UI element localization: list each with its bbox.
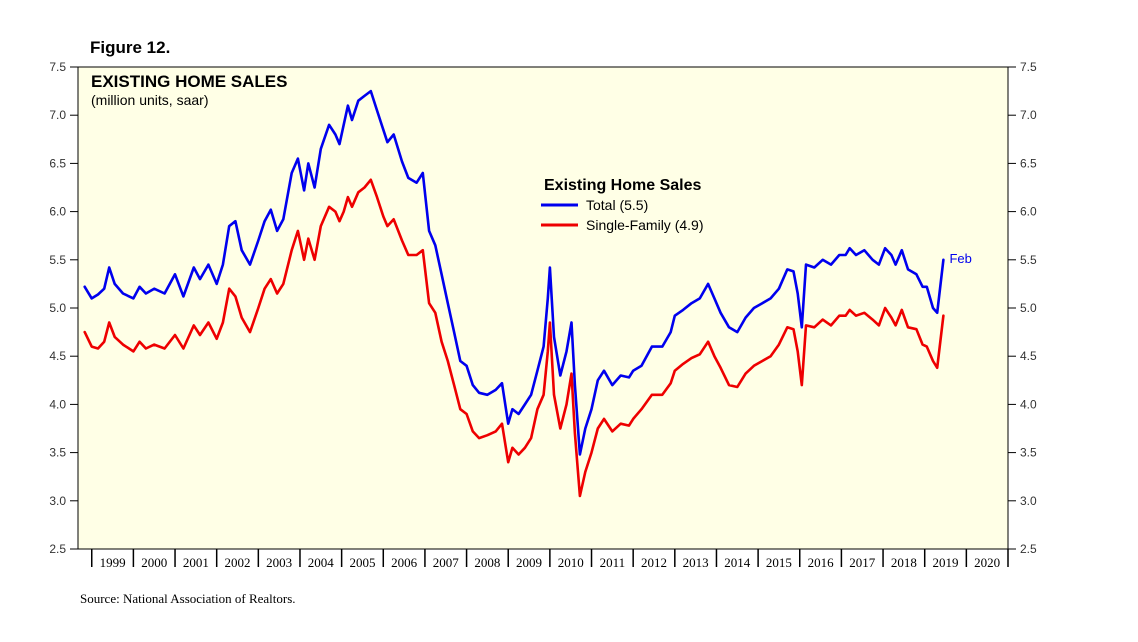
y-tick-label-right: 7.5 (1020, 60, 1037, 74)
y-tick-label-right: 5.0 (1020, 301, 1037, 315)
chart-title: EXISTING HOME SALES (91, 72, 287, 91)
legend-title: Existing Home Sales (544, 177, 701, 194)
y-tick-label-left: 7.5 (49, 60, 66, 74)
y-tick-label-left: 2.5 (49, 542, 66, 556)
x-tick-label: 2008 (474, 555, 500, 570)
x-tick-label: 2005 (349, 555, 375, 570)
annotation-feb: Feb (949, 251, 971, 266)
y-tick-label-left: 4.0 (49, 397, 66, 411)
y-tick-label-right: 5.5 (1020, 253, 1037, 267)
x-tick-label: 2002 (225, 555, 251, 570)
y-tick-label-right: 3.5 (1020, 446, 1037, 460)
x-tick-label: 2001 (183, 555, 209, 570)
y-tick-label-right: 7.0 (1020, 108, 1037, 122)
x-tick-label: 2016 (808, 555, 835, 570)
x-tick-label: 2013 (683, 555, 709, 570)
y-tick-label-left: 3.5 (49, 446, 66, 460)
plot-area (77, 66, 1009, 550)
y-tick-label-left: 6.0 (49, 205, 66, 219)
x-tick-label: 2010 (558, 555, 584, 570)
x-tick-label: 2003 (266, 555, 292, 570)
series-line-single-family (83, 178, 945, 498)
y-tick-label-right: 6.0 (1020, 205, 1037, 219)
x-tick-label: 1999 (100, 555, 126, 570)
y-tick-label-right: 6.5 (1020, 156, 1037, 170)
axis-ticks (70, 66, 1016, 567)
y-axis-left: 2.5 3.0 3.5 4.0 4.5 5.0 5.5 6.0 6.5 7.0 7.5 (49, 60, 66, 556)
y-tick-label-right: 2.5 (1020, 542, 1037, 556)
x-tick-label: 2018 (891, 555, 917, 570)
x-tick-label: 2006 (391, 555, 418, 570)
y-tick-label-left: 6.5 (49, 156, 66, 170)
y-tick-label-left: 7.0 (49, 108, 66, 122)
y-tick-label-right: 3.0 (1020, 494, 1037, 508)
series-layer (83, 89, 945, 498)
x-tick-label: 2014 (724, 555, 751, 570)
x-tick-label: 2011 (600, 555, 626, 570)
x-tick-label: 2007 (433, 555, 460, 570)
series-line-total (83, 89, 945, 456)
y-tick-label-left: 3.0 (49, 494, 66, 508)
chart-subtitle: (million units, saar) (91, 92, 208, 108)
source-note: Source: National Association of Realtors… (80, 591, 296, 606)
y-tick-label-left: 5.5 (49, 253, 66, 267)
x-tick-label: 2004 (308, 555, 335, 570)
x-tick-label: 2017 (849, 555, 876, 570)
legend: Existing Home Sales Total (5.5) Single-F… (541, 177, 703, 233)
x-tick-label: 2020 (974, 555, 1000, 570)
x-tick-label: 2015 (766, 555, 792, 570)
legend-label-total: Total (5.5) (586, 197, 648, 213)
y-tick-label-right: 4.5 (1020, 349, 1037, 363)
y-axis-right: 2.5 3.0 3.5 4.0 4.5 5.0 5.5 6.0 6.5 7.0 7.5 (1020, 60, 1037, 556)
y-tick-label-left: 5.0 (49, 301, 66, 315)
x-axis: 1999 2000 2001 2002 2003 2004 2005 2006 2007 2008… (100, 555, 1001, 570)
figure-label: Figure 12. (90, 38, 171, 57)
y-tick-label-left: 4.5 (49, 349, 66, 363)
y-tick-label-right: 4.0 (1020, 397, 1037, 411)
legend-label-single-family: Single-Family (4.9) (586, 217, 703, 233)
x-tick-label: 2009 (516, 555, 542, 570)
x-tick-label: 2012 (641, 555, 667, 570)
x-tick-label: 2000 (141, 555, 167, 570)
x-tick-label: 2019 (933, 555, 959, 570)
